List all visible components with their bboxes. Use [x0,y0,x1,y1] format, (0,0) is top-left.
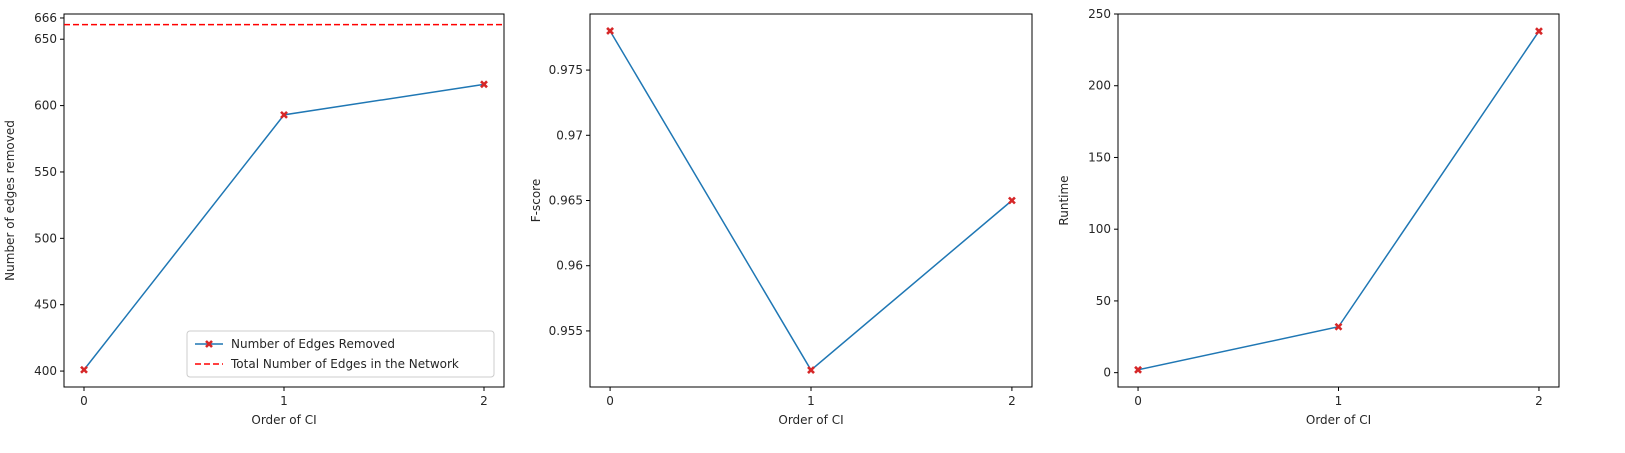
y-tick-label: 0.97 [556,128,583,142]
y-tick-label: 666 [34,11,57,25]
marker-stroke [80,365,88,374]
x-tick-label: 2 [1535,394,1543,408]
y-tick-label: 0.955 [549,324,583,338]
y-tick-label: 0.975 [549,63,583,77]
y-tick-label: 400 [34,364,57,378]
y-tick-label: 0.965 [549,194,583,208]
legend-label: Number of Edges Removed [231,337,395,351]
data-point-marker [1334,322,1343,331]
x-axis-label: Order of CI [778,413,843,427]
y-axis-label: Number of edges removed [3,120,17,281]
data-point-marker [1007,196,1016,205]
marker-stroke [1134,365,1142,374]
series-line [609,30,1013,372]
series-line [83,83,485,371]
chart-panel-3: 0 1 2 0 50 100 150 200 250 Order of CI Runtime [1057,7,1560,427]
marker-stroke [480,80,488,89]
y-tick-label: 0.96 [556,259,583,273]
marker-stroke [1007,196,1016,205]
axes-frame [1117,13,1560,388]
marker-stroke [1334,322,1343,331]
y-tick-label: 600 [34,99,57,113]
data-point-marker [807,366,815,374]
y-tick-label: 200 [1088,79,1111,93]
y-tick-label: 250 [1088,7,1111,21]
chart-panel-2: 0 1 2 0.955 0.96 0.965 0.97 0.975 Order of CI F-s… [529,13,1033,427]
series-line [1137,30,1540,371]
y-tick-label: 500 [34,231,57,245]
y-tick-label: 450 [34,298,57,312]
data-point-marker [280,110,288,119]
marker-stroke [205,340,213,348]
marker-stroke [606,27,615,35]
x-tick-label: 0 [80,394,88,408]
axes-frame [589,13,1033,388]
marker-stroke [280,110,288,119]
x-axis-label: Order of CI [1306,413,1371,427]
x-tick-label: 2 [480,394,488,408]
y-tick-label: 150 [1088,150,1111,164]
chart-panel-1: 0 1 2 400 450 500 550 600 650 666 Order of CI Numbe… [3,11,505,427]
marker-stroke [807,366,815,374]
data-point-marker [606,27,615,35]
y-tick-label: 50 [1096,294,1111,308]
y-tick-label: 100 [1088,222,1111,236]
data-point-marker [1535,27,1543,36]
x-axis-label: Order of CI [251,413,316,427]
legend-marker-swatch [205,340,213,348]
x-tick-label: 2 [1008,394,1016,408]
data-point-marker [480,80,488,89]
x-tick-label: 1 [280,394,288,408]
y-axis-label: Runtime [1057,175,1071,225]
data-point-marker [80,365,88,374]
y-tick-label: 550 [34,165,57,179]
y-tick-label: 0 [1103,366,1111,380]
x-tick-label: 0 [1134,394,1142,408]
x-tick-label: 1 [807,394,815,408]
y-tick-label: 650 [34,32,57,46]
marker-stroke [1535,27,1543,36]
y-axis-label: F-score [529,179,543,222]
legend-label: Total Number of Edges in the Network [230,357,459,371]
x-tick-label: 1 [1335,394,1343,408]
x-tick-label: 0 [606,394,614,408]
legend-frame [186,330,495,378]
data-point-marker [1134,365,1142,374]
legend: Number of Edges Removed Total Number of E… [186,330,495,378]
